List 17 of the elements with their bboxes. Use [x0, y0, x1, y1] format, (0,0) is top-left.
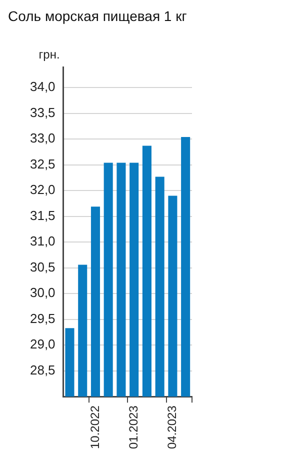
y-tick-label: 29,5: [30, 310, 56, 326]
y-tick-label: 32,5: [30, 156, 56, 172]
y-tick-label: 28,5: [30, 362, 56, 378]
chart-title: Соль морская пищевая 1 кг: [8, 8, 187, 24]
y-tick-label: 31,0: [30, 234, 56, 249]
x-tick-label: 10.2022: [88, 405, 102, 450]
x-tick-label: 04.2023: [165, 405, 180, 450]
y-tick-label: 33,0: [30, 130, 56, 146]
y-tick-label: 32,0: [30, 182, 56, 198]
y-axis-title: грн.: [38, 47, 60, 62]
y-tick-label: 31,5: [30, 208, 56, 223]
y-tick-label: 34,0: [30, 79, 56, 94]
y-tick-label: 30,0: [30, 285, 56, 300]
y-tick-label: 29,0: [30, 336, 56, 352]
x-tick-label: 01.2023: [126, 405, 140, 450]
y-tick-label: 30,5: [30, 259, 56, 274]
y-tick-label: 33,5: [30, 104, 56, 120]
